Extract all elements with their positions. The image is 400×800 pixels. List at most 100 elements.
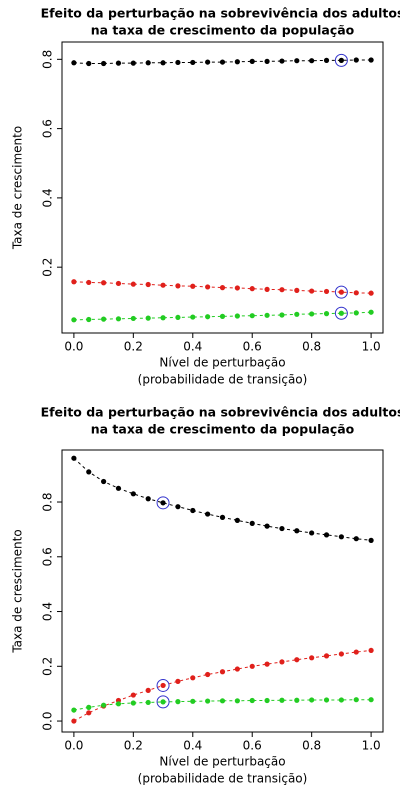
data-point (219, 698, 226, 704)
y-tick-label: 0.4 (41, 602, 55, 621)
data-point (219, 285, 226, 291)
data-point (353, 290, 359, 296)
y-tick-label: 0.8 (41, 492, 55, 511)
data-point (294, 657, 300, 663)
data-point (145, 699, 151, 706)
data-point (86, 279, 92, 286)
data-point (205, 314, 211, 320)
data-point (130, 60, 136, 66)
data-point (353, 697, 359, 703)
data-point (101, 280, 107, 286)
data-point (249, 58, 255, 64)
data-point (234, 313, 240, 319)
data-point (101, 316, 107, 322)
data-point (279, 697, 285, 703)
plot-frame (61, 449, 384, 733)
x-tick-label: 0.6 (243, 340, 262, 354)
chart-title: Efeito da perturbação na sobrevivência d… (41, 6, 400, 21)
data-point (71, 317, 77, 323)
data-point (145, 315, 151, 321)
data-point (279, 525, 285, 532)
highlight-ring (334, 285, 348, 299)
data-point (264, 312, 270, 318)
data-point (323, 311, 330, 317)
data-point (115, 701, 122, 707)
data-point (309, 530, 315, 536)
data-point (294, 58, 300, 64)
data-point (190, 314, 196, 320)
data-point (71, 455, 77, 461)
data-point (190, 675, 196, 681)
data-point (190, 507, 196, 514)
data-point (115, 316, 122, 322)
data-point (190, 283, 196, 289)
data-point (175, 678, 181, 684)
x-tick-label: 0.6 (243, 739, 262, 753)
x-tick-label: 0.8 (302, 739, 321, 753)
data-point (71, 279, 77, 285)
data-point (86, 60, 92, 67)
data-point (353, 57, 359, 63)
data-point (160, 315, 166, 321)
x-tick-label: 1.0 (362, 340, 381, 354)
x-tick-label: 0.0 (64, 340, 83, 354)
data-point (338, 651, 344, 657)
data-point (160, 682, 166, 689)
data-point (234, 698, 240, 704)
data-point (294, 697, 300, 703)
data-point (353, 536, 359, 542)
highlight-ring (156, 496, 170, 510)
data-point (294, 287, 300, 293)
data-point (279, 659, 285, 665)
data-point (160, 282, 166, 288)
series-line (73, 311, 372, 321)
y-tick-label: 0.6 (41, 119, 55, 138)
data-point (323, 697, 330, 703)
data-point (323, 532, 330, 538)
data-point (86, 316, 92, 323)
data-point (234, 517, 240, 523)
data-point (368, 290, 374, 296)
data-point (219, 669, 226, 675)
data-point (234, 285, 240, 291)
data-point (115, 485, 122, 491)
data-point (71, 60, 77, 66)
chart-title: na taxa de crescimento da população (91, 422, 355, 437)
data-point (309, 697, 315, 703)
data-point (264, 286, 270, 292)
data-point (264, 661, 270, 667)
x-tick-label: 0.0 (64, 739, 83, 753)
x-axis-label: (probabilidade de transição) (138, 772, 308, 786)
data-point (101, 478, 107, 485)
data-point (219, 59, 226, 65)
data-point (175, 59, 181, 66)
data-point (264, 697, 270, 704)
data-point (175, 283, 181, 289)
data-point (279, 312, 285, 318)
data-point (309, 58, 315, 64)
data-point (338, 534, 344, 540)
data-point (338, 57, 344, 63)
data-point (130, 692, 136, 698)
highlight-ring (156, 678, 170, 692)
data-point (219, 313, 226, 319)
data-point (368, 309, 374, 315)
data-point (294, 528, 300, 534)
x-tick-label: 0.4 (183, 340, 202, 354)
data-point (368, 647, 374, 654)
data-point (205, 698, 211, 704)
y-tick-label: 0.6 (41, 547, 55, 566)
data-point (264, 58, 270, 64)
data-point (145, 687, 151, 693)
data-point (130, 281, 136, 287)
data-point (338, 697, 344, 703)
series-line (73, 281, 372, 294)
data-point (145, 281, 151, 288)
data-point (205, 511, 211, 517)
data-point (145, 60, 151, 66)
data-point (279, 287, 285, 293)
data-point (115, 280, 122, 287)
series-line (73, 649, 372, 722)
